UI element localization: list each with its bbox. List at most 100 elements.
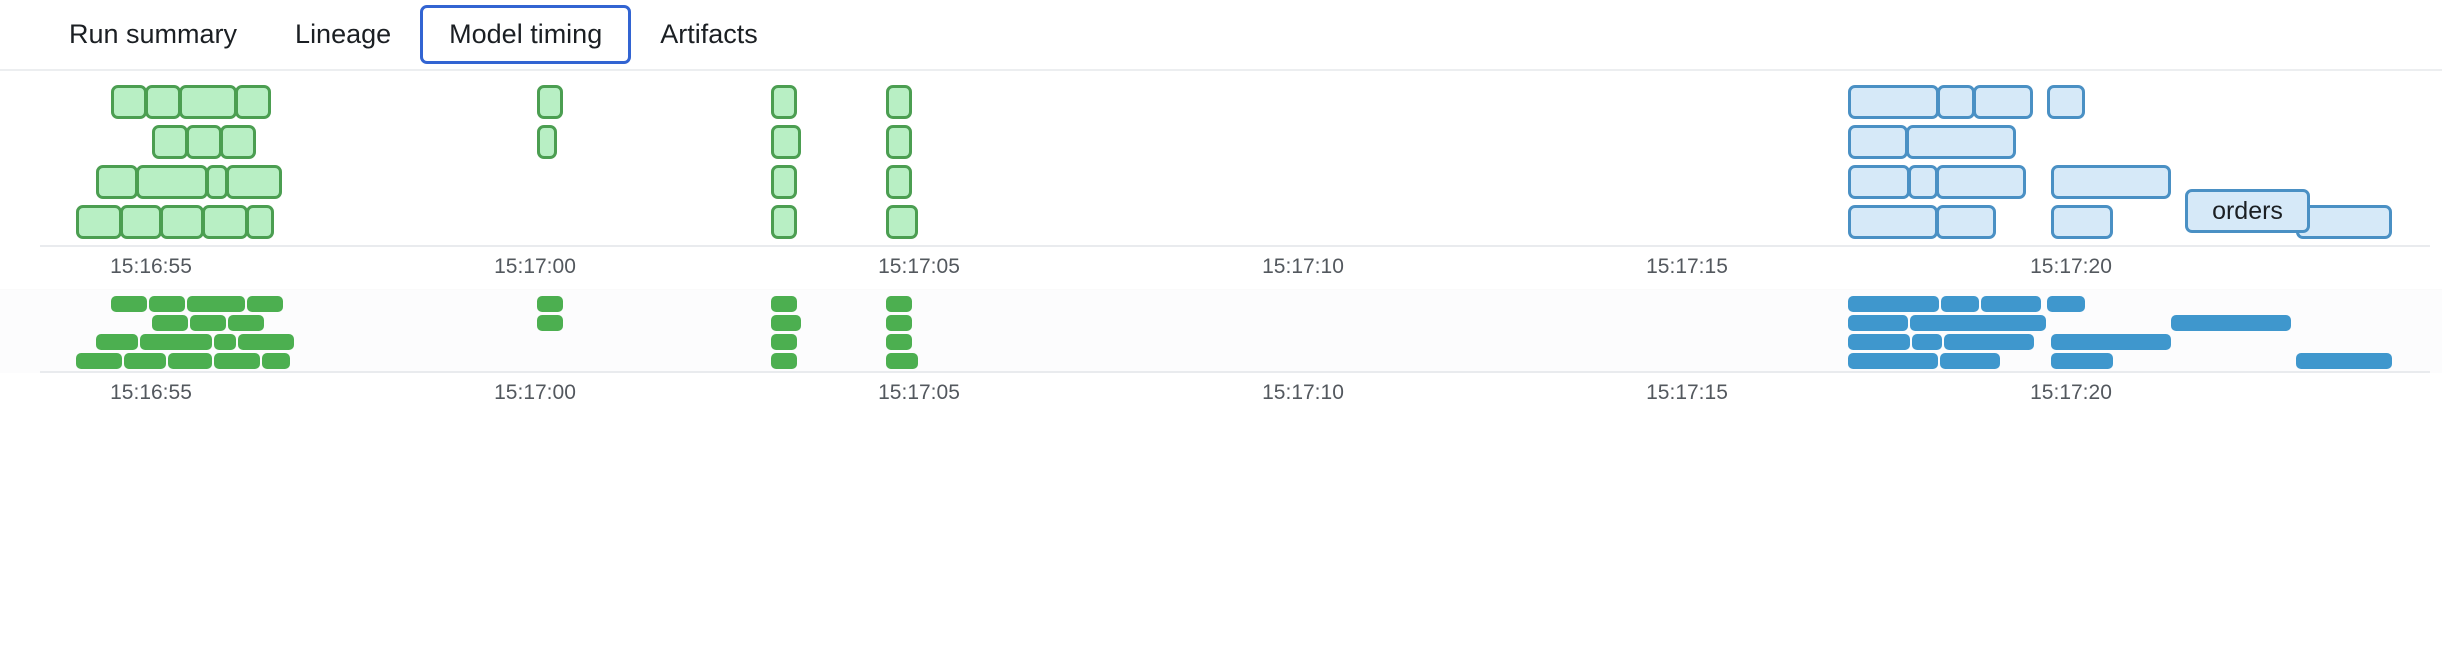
timing-bar[interactable] [886,334,912,350]
timing-bar[interactable] [186,125,222,159]
timing-bar[interactable] [771,125,801,159]
timing-bar[interactable] [886,296,912,312]
timing-bar[interactable] [1848,205,1938,239]
timing-bar[interactable] [2051,205,2113,239]
timing-bar[interactable] [238,334,294,350]
timing-bar[interactable] [771,296,797,312]
timing-bar[interactable] [2051,165,2171,199]
timing-bar[interactable] [1941,296,1979,312]
bar-tooltip-label[interactable]: orders [2185,189,2310,233]
timing-bar[interactable] [1848,165,1910,199]
timing-bar[interactable] [111,85,147,119]
timing-bar[interactable] [190,315,226,331]
timing-bar[interactable] [771,334,797,350]
timing-bar[interactable] [111,296,147,312]
timing-bar[interactable] [1848,315,1908,331]
timing-bar[interactable] [187,296,245,312]
axis-tick-label: 15:17:20 [2030,255,2112,278]
tab-model-timing[interactable]: Model timing [420,4,632,65]
timing-bar[interactable] [771,165,797,199]
timing-bar[interactable] [771,353,797,369]
timing-bar[interactable] [152,315,188,331]
timing-bar[interactable] [771,85,797,119]
timing-bar[interactable] [886,165,912,199]
timing-bar[interactable] [2296,353,2392,369]
timing-bar[interactable] [2047,296,2085,312]
axis-tick-label: 15:17:05 [878,381,960,404]
timing-bar[interactable] [149,296,185,312]
axis-tick-label: 15:17:15 [1646,255,1728,278]
timing-bar[interactable] [1906,125,2016,159]
timing-bar[interactable] [202,205,248,239]
timing-bar[interactable] [228,315,264,331]
timing-bar[interactable] [2051,353,2113,369]
timing-bar[interactable] [537,315,563,331]
axis-tick-label: 15:17:00 [494,381,576,404]
timing-bar[interactable] [1848,353,1938,369]
timing-bar[interactable] [1936,205,1996,239]
timing-bar[interactable] [1912,334,1942,350]
timing-bar[interactable] [886,85,912,119]
timing-bar[interactable] [214,334,236,350]
timing-bar[interactable] [136,165,208,199]
timing-bar[interactable] [214,353,260,369]
timing-bar[interactable] [152,125,188,159]
timing-bar[interactable] [886,205,918,239]
timing-bar[interactable] [886,353,918,369]
timing-bar[interactable] [886,315,912,331]
timing-bar[interactable] [537,85,563,119]
detail-axis-ticks: 15:16:55 15:17:00 15:17:05 15:17:10 15:17:15… [0,247,2442,289]
timing-bar[interactable] [246,205,274,239]
overview-axis-line [40,371,2430,373]
timing-bar[interactable] [1848,125,1908,159]
timing-bar[interactable] [771,315,801,331]
timing-bar[interactable] [145,85,181,119]
timing-bar[interactable] [771,205,797,239]
overview-axis-ticks: 15:16:55 15:17:00 15:17:05 15:17:10 15:17:15… [0,373,2442,415]
axis-tick-label: 15:16:55 [110,381,192,404]
timing-bar[interactable] [1848,85,1939,119]
timing-bar[interactable] [1944,334,2034,350]
axis-tick-label: 15:17:10 [1262,255,1344,278]
timing-bar[interactable] [1936,165,2026,199]
timing-bar[interactable] [537,296,563,312]
timing-bar[interactable] [76,353,122,369]
timing-bar[interactable] [886,125,912,159]
timing-bar[interactable] [2051,334,2171,350]
timing-bar[interactable] [247,296,283,312]
timing-bar[interactable] [537,125,557,159]
timing-bar[interactable] [96,334,138,350]
tab-artifacts[interactable]: Artifacts [660,18,758,49]
timing-bar[interactable] [1910,315,2046,331]
timing-bar[interactable] [2047,85,2085,119]
timing-bar[interactable] [1908,165,1938,199]
timing-bar[interactable] [1940,353,2000,369]
timing-bar[interactable] [235,85,271,119]
timing-bar[interactable] [160,205,204,239]
timing-bar[interactable] [1848,334,1910,350]
timing-bar[interactable] [206,165,228,199]
timing-bar[interactable] [2171,315,2291,331]
model-timing-detail-chart: orders 15:16:55 15:17:00 15:17:05 15:17:10 1… [0,71,2442,289]
overview-plot-area[interactable] [0,289,2442,373]
timing-bar[interactable] [1981,296,2041,312]
tab-run-summary[interactable]: Run summary [69,18,238,49]
timing-bar[interactable] [220,125,256,159]
axis-tick-label: 15:17:10 [1262,381,1344,404]
timing-bar[interactable] [179,85,237,119]
detail-plot-area[interactable]: orders [0,71,2442,247]
timing-bar[interactable] [96,165,138,199]
timing-bar[interactable] [2296,205,2392,239]
timing-bar[interactable] [124,353,166,369]
axis-tick-label: 15:17:05 [878,255,960,278]
timing-bar[interactable] [226,165,282,199]
timing-bar[interactable] [168,353,212,369]
timing-bar[interactable] [1848,296,1939,312]
timing-bar[interactable] [1973,85,2033,119]
timing-bar[interactable] [120,205,162,239]
tab-lineage[interactable]: Lineage [295,18,392,49]
timing-bar[interactable] [76,205,122,239]
timing-bar[interactable] [262,353,290,369]
timing-bar[interactable] [1937,85,1975,119]
timing-bar[interactable] [140,334,212,350]
